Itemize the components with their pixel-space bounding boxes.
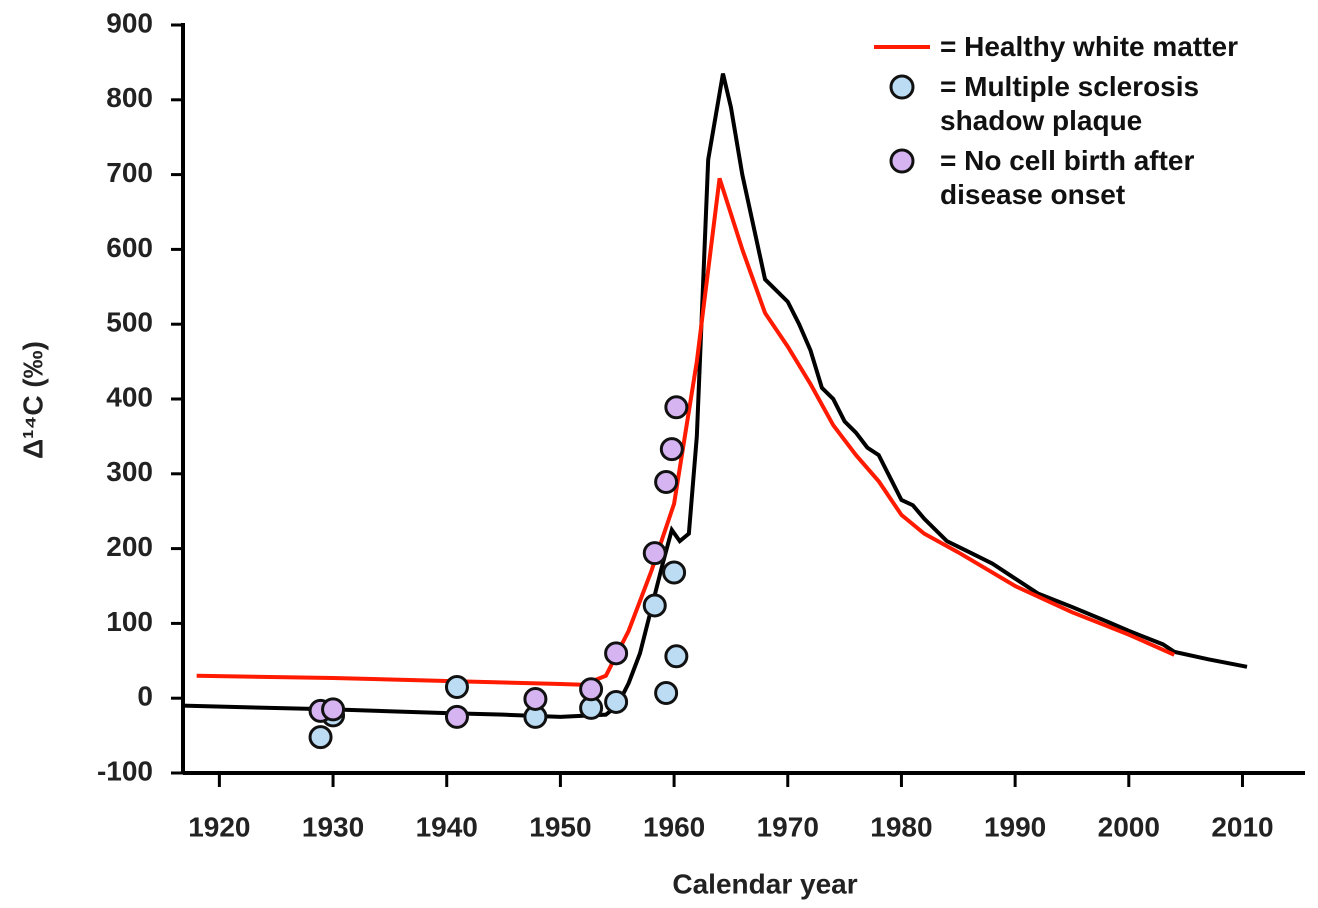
point xyxy=(664,395,689,420)
x-tick-label: 1970 xyxy=(757,811,819,842)
legend-swatch xyxy=(889,74,915,100)
point xyxy=(321,697,346,722)
legend-swatch xyxy=(889,148,915,174)
x-tick-label: 1980 xyxy=(870,811,932,842)
point xyxy=(604,641,629,666)
y-tick-label: 800 xyxy=(106,82,153,113)
x-tick-label: 1930 xyxy=(302,811,364,842)
y-tick-label: 200 xyxy=(106,531,153,562)
legend-swatch xyxy=(874,45,930,49)
point xyxy=(579,677,604,702)
x-tick-label: 1940 xyxy=(416,811,478,842)
legend: = Healthy white matter = Multiple scleros… xyxy=(870,30,1310,218)
x-tick-label: 2010 xyxy=(1211,811,1273,842)
legend-label: = Multiple sclerosis shadow plaque xyxy=(940,71,1200,136)
line xyxy=(196,177,1176,687)
legend-item: = Healthy white matter xyxy=(870,30,1260,64)
point xyxy=(642,593,667,618)
legend-marker xyxy=(889,74,915,100)
legend-item: = No cell birth after disease onset xyxy=(870,144,1260,212)
point xyxy=(664,644,689,669)
x-tick-label: 2000 xyxy=(1098,811,1160,842)
x-tick-label: 1920 xyxy=(188,811,250,842)
point xyxy=(444,704,469,729)
y-tick-label: 400 xyxy=(106,381,153,412)
y-tick-label: -100 xyxy=(97,755,153,786)
x-tick-label: 1950 xyxy=(529,811,591,842)
y-tick-label: 600 xyxy=(106,232,153,263)
point xyxy=(654,470,679,495)
point xyxy=(444,674,469,699)
legend-label: = Healthy white matter xyxy=(940,31,1238,62)
legend-marker xyxy=(889,148,915,174)
legend-label: = No cell birth after disease onset xyxy=(940,145,1195,210)
point xyxy=(308,725,333,750)
line xyxy=(182,73,1248,719)
point xyxy=(662,560,687,585)
x-tick-label: 1960 xyxy=(643,811,705,842)
y-tick-label: 500 xyxy=(106,307,153,338)
legend-item: = Multiple sclerosis shadow plaque xyxy=(870,70,1260,138)
point xyxy=(604,689,629,714)
point xyxy=(659,437,684,462)
point xyxy=(523,686,548,711)
y-tick-label: 700 xyxy=(106,157,153,188)
y-tick-label: 0 xyxy=(137,681,153,712)
y-tick-label: 100 xyxy=(106,606,153,637)
point xyxy=(654,680,679,705)
x-tick-label: 1990 xyxy=(984,811,1046,842)
point xyxy=(642,541,667,566)
y-axis-label: Δ¹⁴C (‰) xyxy=(17,341,48,459)
y-tick-label: 900 xyxy=(106,7,153,38)
y-tick-label: 300 xyxy=(106,456,153,487)
x-axis-label: Calendar year xyxy=(672,868,857,899)
